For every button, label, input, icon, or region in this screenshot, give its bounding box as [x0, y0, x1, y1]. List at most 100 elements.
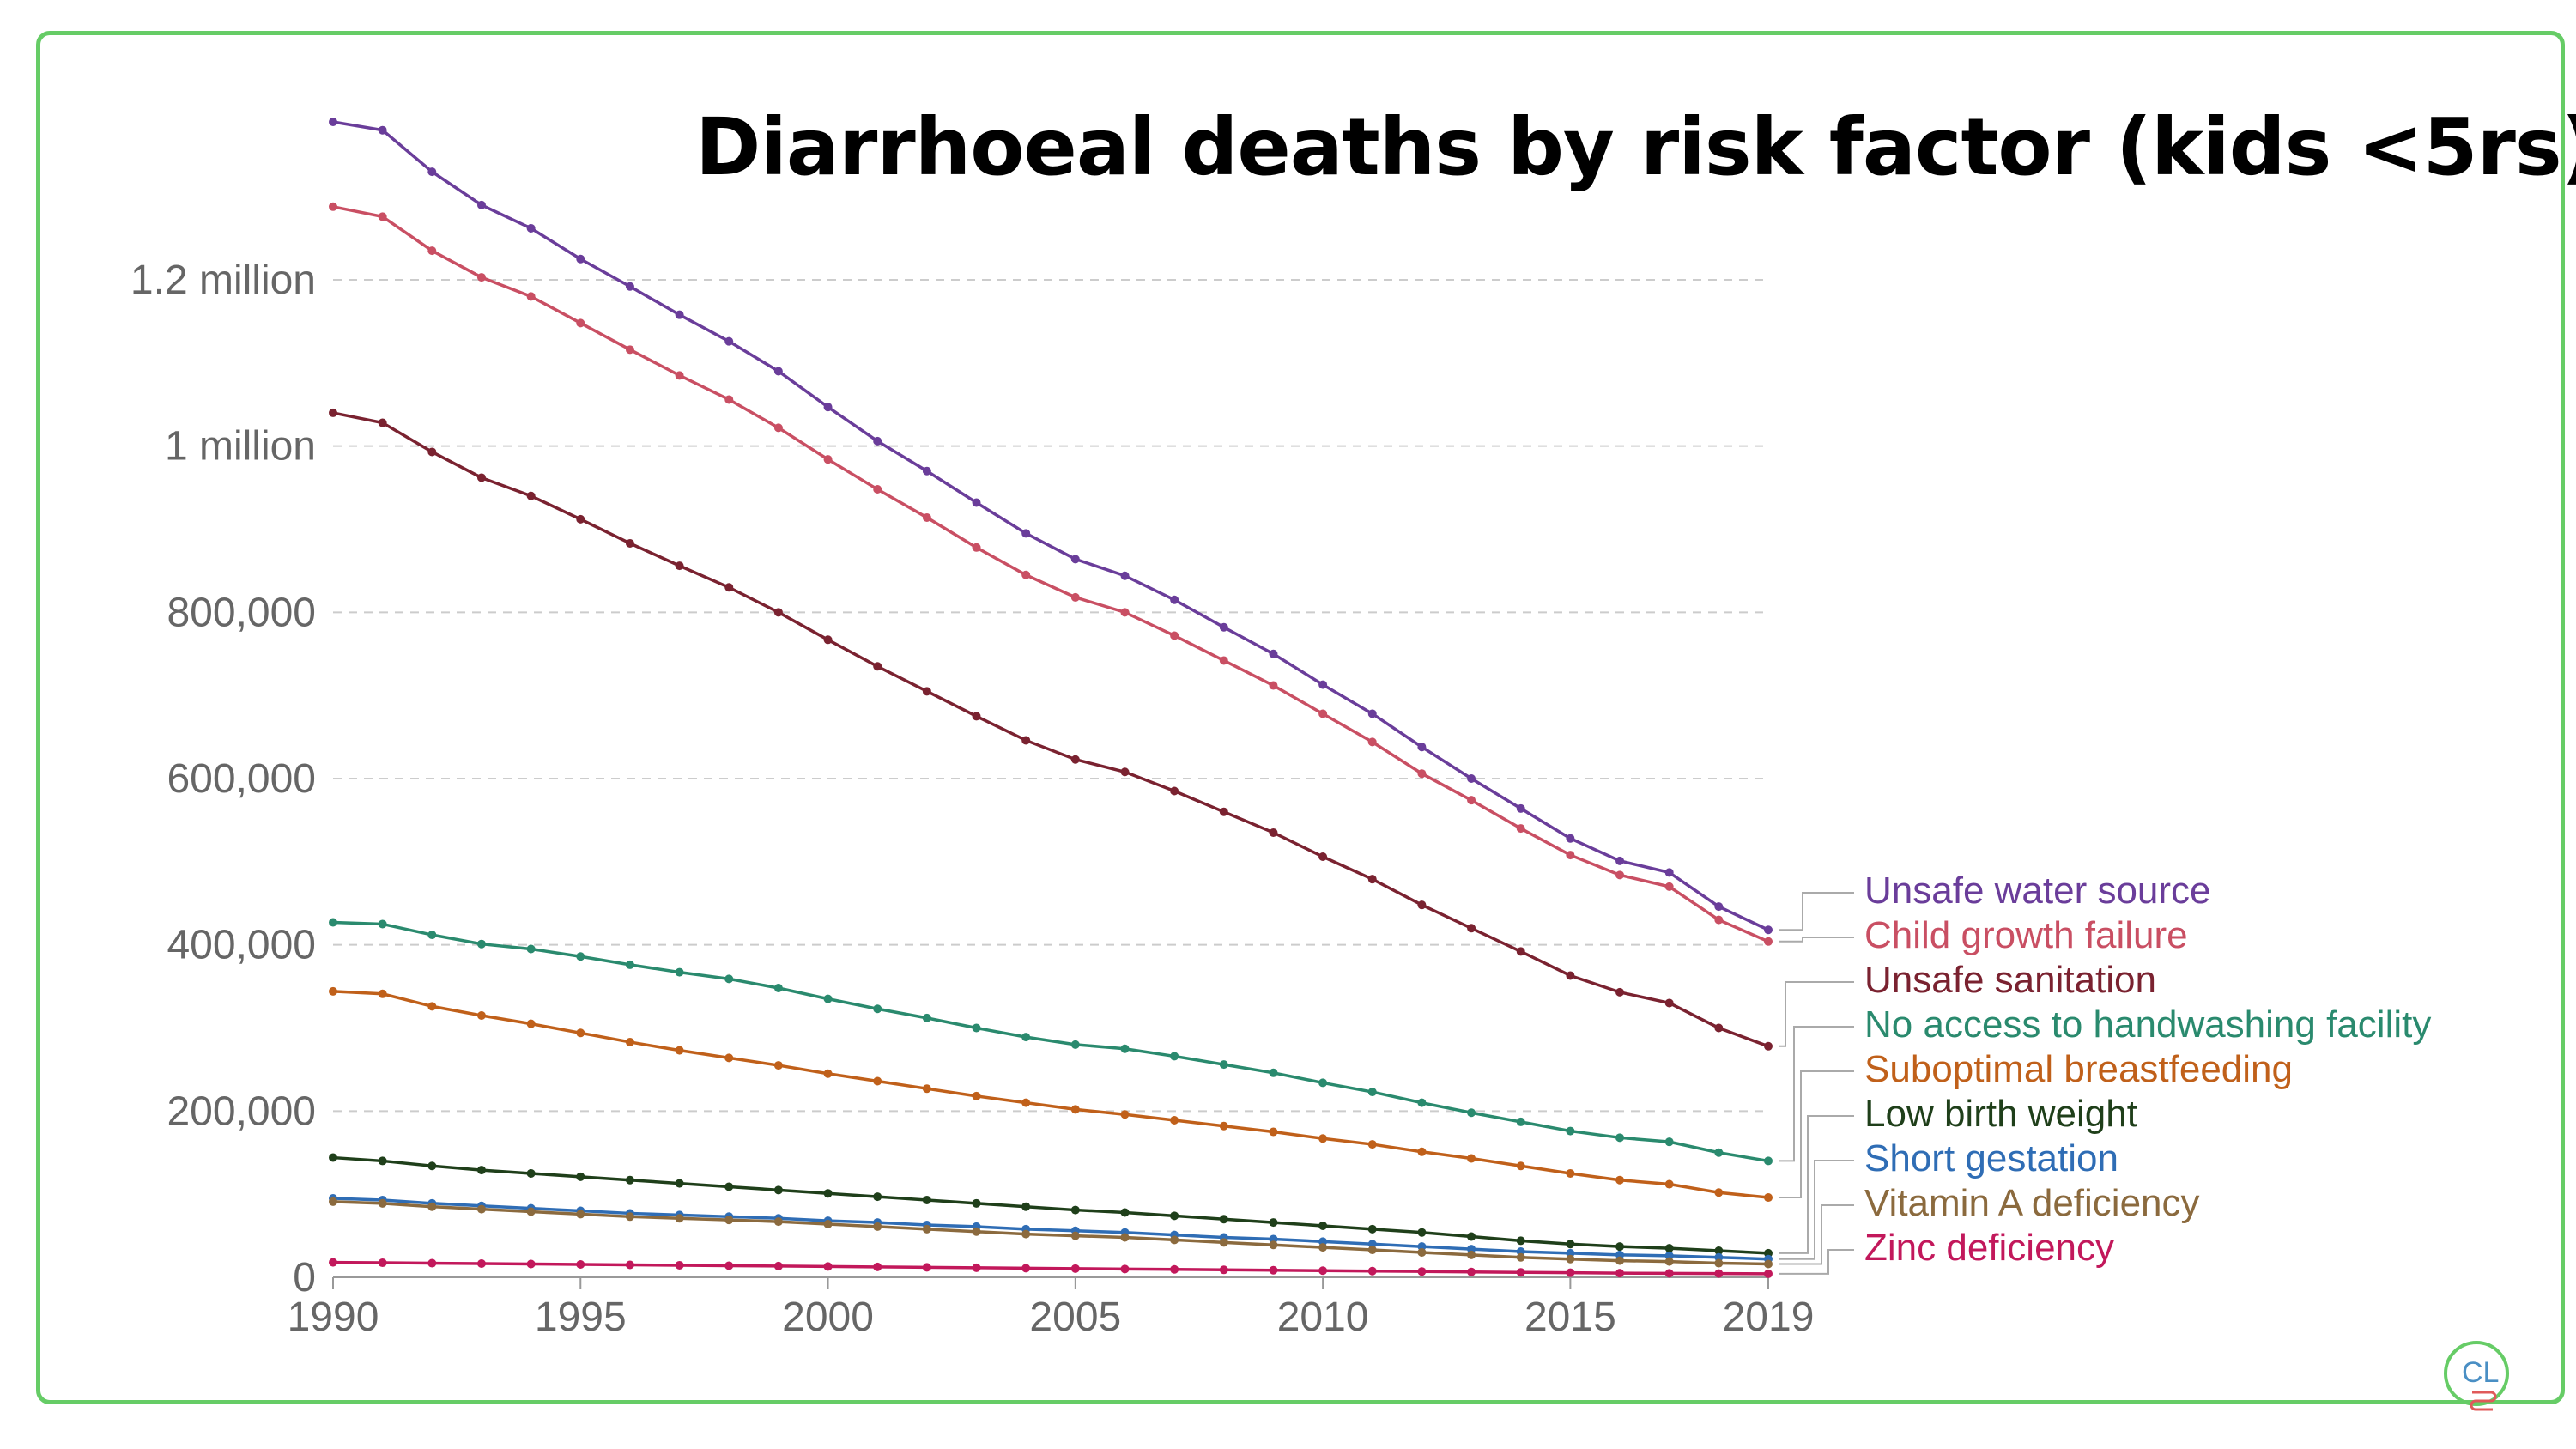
data-point — [1070, 1040, 1080, 1049]
data-point — [1417, 743, 1427, 752]
data-point — [1219, 656, 1228, 665]
data-point — [1516, 824, 1525, 834]
data-point — [972, 1091, 981, 1100]
data-point — [1566, 1240, 1575, 1249]
data-point — [773, 1217, 783, 1227]
data-point — [1367, 1140, 1377, 1149]
data-point — [1070, 1205, 1080, 1215]
data-point — [1615, 856, 1625, 865]
data-point — [675, 967, 684, 977]
y-tick-label: 800,000 — [167, 590, 316, 635]
data-point — [823, 403, 833, 412]
logo: CL — [2444, 1341, 2509, 1411]
data-point — [873, 1192, 882, 1202]
data-point — [922, 1084, 931, 1094]
series-label: Short gestation — [1864, 1137, 2118, 1179]
data-point — [724, 1053, 734, 1063]
data-point — [476, 1204, 486, 1214]
data-point — [1170, 786, 1179, 796]
data-point — [329, 1153, 337, 1162]
data-point — [724, 1261, 734, 1270]
data-point — [476, 273, 486, 282]
data-point — [1170, 1264, 1179, 1274]
data-point — [1417, 1247, 1427, 1257]
data-point — [1467, 1232, 1476, 1241]
logo-text: CL — [2462, 1356, 2499, 1389]
data-point — [1219, 1215, 1228, 1224]
data-point — [1318, 1134, 1328, 1143]
data-point — [873, 436, 882, 446]
data-point — [675, 1214, 684, 1223]
data-point — [1467, 1154, 1476, 1163]
series-line — [332, 205, 1769, 943]
leader-line — [1779, 892, 1854, 931]
data-point — [724, 583, 734, 592]
x-tick-label: 2005 — [1029, 1294, 1121, 1340]
data-point — [724, 974, 734, 984]
data-point — [922, 512, 931, 522]
series-7 — [329, 1197, 1773, 1269]
y-tick-label: 1.2 million — [130, 258, 316, 303]
series-label: Unsafe sanitation — [1864, 959, 2156, 1001]
x-axis-ticks: 1990 1995 2000 2005 2010 2015 2019 — [288, 1277, 1814, 1340]
data-point — [526, 1259, 536, 1269]
data-point — [378, 125, 387, 135]
data-point — [427, 1258, 437, 1268]
data-point — [476, 939, 486, 949]
data-point — [1714, 902, 1724, 912]
data-point — [1021, 570, 1031, 579]
data-point — [922, 1195, 931, 1204]
series-0 — [329, 118, 1773, 935]
data-point — [526, 292, 536, 301]
x-tick-label: 2015 — [1524, 1294, 1616, 1340]
data-point — [1417, 1267, 1427, 1276]
data-point — [773, 1061, 783, 1070]
data-point — [1170, 1235, 1179, 1245]
label-leader-lines — [1779, 892, 1854, 1275]
data-point — [1664, 882, 1674, 891]
data-point — [625, 960, 634, 969]
data-point — [576, 1259, 585, 1269]
data-point — [1516, 1252, 1525, 1262]
series-line — [332, 1260, 1769, 1276]
data-point — [1120, 767, 1130, 777]
series-label: Vitamin A deficiency — [1864, 1182, 2200, 1224]
data-point — [1318, 1078, 1328, 1088]
data-point — [576, 1210, 585, 1219]
data-point — [922, 1013, 931, 1022]
data-point — [1120, 1110, 1130, 1119]
data-point — [427, 1202, 437, 1211]
data-point — [972, 1227, 981, 1236]
data-point — [625, 1037, 634, 1046]
data-point — [1516, 1268, 1525, 1277]
data-point — [1615, 1269, 1625, 1278]
data-point — [526, 1207, 536, 1216]
data-point — [329, 1258, 337, 1267]
data-point — [773, 367, 783, 376]
series-8 — [329, 1258, 1773, 1278]
data-point — [576, 1172, 585, 1181]
data-point — [625, 1260, 634, 1270]
data-point — [1566, 1268, 1575, 1277]
data-point — [1714, 1188, 1724, 1197]
data-point — [1664, 1257, 1674, 1266]
data-point — [1467, 796, 1476, 805]
data-point — [378, 418, 387, 427]
data-point — [1070, 1264, 1080, 1273]
data-point — [972, 1198, 981, 1208]
data-point — [476, 1166, 486, 1175]
data-point — [823, 1189, 833, 1198]
data-point — [1170, 595, 1179, 604]
data-point — [476, 1259, 486, 1269]
slide-frame — [36, 31, 2565, 1404]
data-point — [1516, 1117, 1525, 1126]
data-point — [675, 310, 684, 319]
data-point — [1367, 709, 1377, 718]
leader-line — [1779, 1160, 1854, 1260]
data-point — [1219, 1060, 1228, 1070]
data-point — [1269, 1265, 1278, 1275]
leader-line — [1779, 1115, 1854, 1254]
data-point — [1269, 1068, 1278, 1077]
data-point — [329, 986, 337, 996]
